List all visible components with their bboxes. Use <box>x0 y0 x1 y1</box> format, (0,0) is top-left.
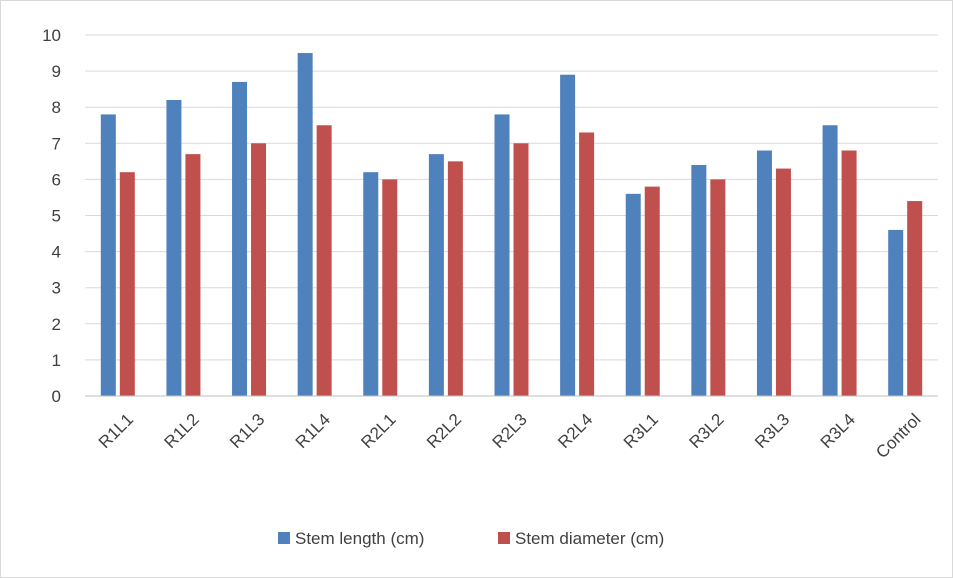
x-tick-label: R2L1 <box>357 410 399 452</box>
y-tick-label: 2 <box>52 315 61 334</box>
gridlines <box>85 34 938 361</box>
bar-stem-diameter-r1l4 <box>316 125 332 396</box>
legend-label: Stem length (cm) <box>295 529 424 548</box>
bar-stem-length-r3l4 <box>822 125 838 396</box>
x-tick-label: R3L3 <box>751 410 793 452</box>
bar-stem-diameter-r2l4 <box>579 132 595 396</box>
y-tick-label: 0 <box>52 387 61 406</box>
bar-stem-diameter-r3l4 <box>841 150 857 396</box>
y-tick-label: 1 <box>52 351 61 370</box>
legend-swatch <box>498 532 510 544</box>
legend: Stem length (cm) Stem diameter (cm) <box>278 529 664 548</box>
bar-stem-diameter-r3l3 <box>775 168 791 396</box>
y-tick-label: 7 <box>52 134 61 153</box>
bar-stem-length-r1l2 <box>166 99 182 396</box>
bar-stem-length-r2l1 <box>363 172 379 396</box>
x-tick-label: R1L2 <box>161 410 203 452</box>
y-tick-label: 6 <box>52 170 61 189</box>
y-tick-label: 8 <box>52 98 61 117</box>
x-tick-label: R3L4 <box>817 410 859 452</box>
legend-swatch <box>278 532 290 544</box>
y-tick-label: 9 <box>52 62 61 81</box>
x-tick-label: R2L4 <box>554 410 596 452</box>
bar-stem-diameter-r2l2 <box>447 161 463 396</box>
bar-stem-length-r2l2 <box>428 154 444 396</box>
bar-stem-diameter-control <box>907 201 923 396</box>
bar-stem-length-r3l3 <box>756 150 772 396</box>
bar-stem-length-r1l3 <box>232 81 248 397</box>
bar-stem-length-r1l1 <box>100 114 116 397</box>
y-axis-tick-labels: 0 1 2 3 4 5 6 7 8 9 10 <box>42 26 61 406</box>
y-tick-label: 5 <box>52 207 61 226</box>
bar-stem-length-r3l2 <box>691 164 707 396</box>
bar-stem-diameter-r2l3 <box>513 143 529 396</box>
bar-stem-length-r2l3 <box>494 114 510 397</box>
bar-stem-length-control <box>888 229 904 396</box>
x-tick-label: R1L1 <box>95 410 137 452</box>
bar-stem-diameter-r3l1 <box>644 186 660 396</box>
bar-stem-length-r3l1 <box>625 193 641 396</box>
bar-stem-diameter-r1l1 <box>119 172 135 396</box>
bars <box>100 53 923 397</box>
bar-stem-diameter-r1l2 <box>185 154 201 396</box>
bar-stem-diameter-r3l2 <box>710 179 726 396</box>
x-tick-label: Control <box>872 410 924 462</box>
x-tick-label: R2L2 <box>423 410 465 452</box>
y-tick-label: 4 <box>52 243 61 262</box>
bar-stem-length-r1l4 <box>297 53 313 397</box>
x-tick-label: R1L3 <box>226 410 268 452</box>
x-tick-label: R3L1 <box>620 410 662 452</box>
bar-stem-diameter-r1l3 <box>251 143 267 396</box>
x-tick-label: R3L2 <box>685 410 727 452</box>
x-axis-tick-labels: R1L1 R1L2 R1L3 R1L4 R2L1 R2L2 R2L3 R2L4 R3L1 R3L2… <box>95 410 925 462</box>
legend-label: Stem diameter (cm) <box>515 529 664 548</box>
bar-stem-length-r2l4 <box>560 74 576 397</box>
y-tick-label: 3 <box>52 279 61 298</box>
y-tick-label: 10 <box>42 26 61 45</box>
x-tick-label: R1L4 <box>292 410 334 452</box>
bar-stem-diameter-r2l1 <box>382 179 398 396</box>
x-tick-label: R2L3 <box>489 410 531 452</box>
